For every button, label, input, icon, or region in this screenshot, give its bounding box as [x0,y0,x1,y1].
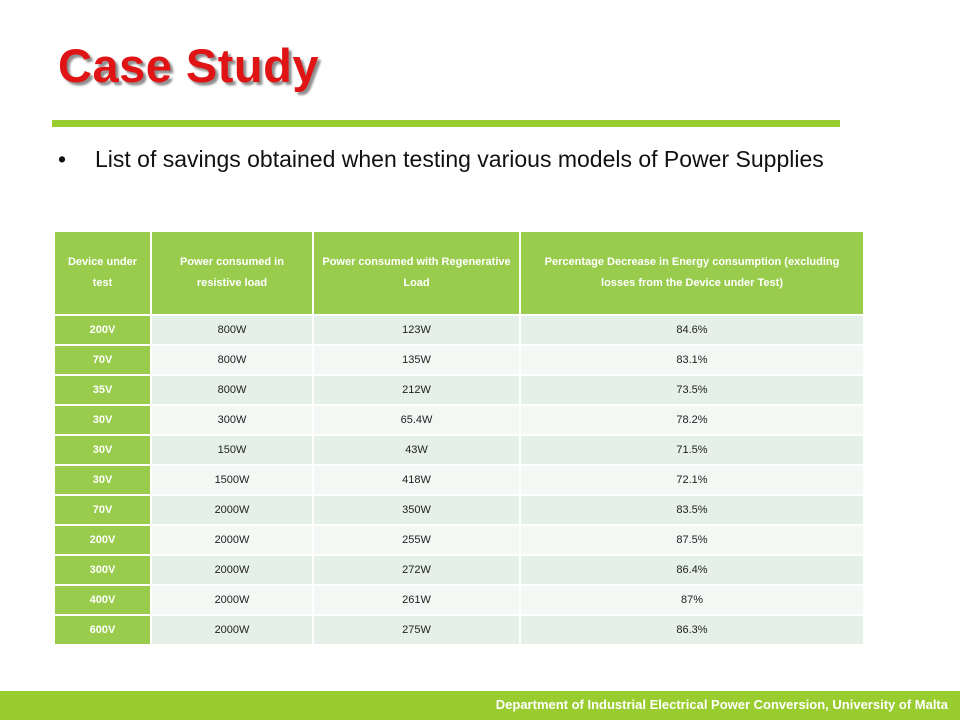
percentage-decrease-cell: 86.4% [520,554,863,585]
table-row: 400V 2000W 261W 87% [55,584,863,615]
table-body: 200V 800W 123W 84.6% 70V 800W 135W 83.1% 35V 800W… [55,314,863,644]
table-row: 600V 2000W 275W 86.3% [55,614,863,644]
device-cell: 30V [55,464,152,495]
bullet-icon: • [58,146,67,172]
header-percentage-decrease: Percentage Decrease in Energy consumptio… [520,232,863,315]
percentage-decrease-cell: 73.5% [520,374,863,405]
footer-text: Department of Industrial Electrical Powe… [495,697,948,712]
resistive-load-cell: 300W [151,404,314,435]
resistive-load-cell: 1500W [151,464,314,495]
resistive-load-cell: 2000W [151,524,314,555]
percentage-decrease-cell: 86.3% [520,614,863,644]
resistive-load-cell: 800W [151,314,314,345]
table-row: 30V 1500W 418W 72.1% [55,464,863,495]
header-device-under-test: Device under test [55,232,152,315]
resistive-load-cell: 800W [151,374,314,405]
regenerative-load-cell: 65.4W [313,404,521,435]
percentage-decrease-cell: 78.2% [520,404,863,435]
device-cell: 200V [55,524,152,555]
resistive-load-cell: 2000W [151,614,314,644]
percentage-decrease-cell: 84.6% [520,314,863,345]
percentage-decrease-cell: 87.5% [520,524,863,555]
resistive-load-cell: 150W [151,434,314,465]
table-row: 200V 2000W 255W 87.5% [55,524,863,555]
regenerative-load-cell: 123W [313,314,521,345]
regenerative-load-cell: 255W [313,524,521,555]
percentage-decrease-cell: 71.5% [520,434,863,465]
regenerative-load-cell: 350W [313,494,521,525]
device-cell: 35V [55,374,152,405]
percentage-decrease-cell: 72.1% [520,464,863,495]
percentage-decrease-cell: 83.5% [520,494,863,525]
percentage-decrease-cell: 83.1% [520,344,863,375]
regenerative-load-cell: 135W [313,344,521,375]
resistive-load-cell: 800W [151,344,314,375]
device-cell: 200V [55,314,152,345]
table-header-row: Device under test Power consumed in resi… [55,232,863,315]
table-row: 70V 2000W 350W 83.5% [55,494,863,525]
regenerative-load-cell: 43W [313,434,521,465]
table-row: 300V 2000W 272W 86.4% [55,554,863,585]
title-underline [52,120,840,127]
header-power-resistive-load: Power consumed in resistive load [151,232,314,315]
bullet-point: • List of savings obtained when testing … [58,144,848,175]
resistive-load-cell: 2000W [151,554,314,585]
device-cell: 70V [55,494,152,525]
table-row: 35V 800W 212W 73.5% [55,374,863,405]
regenerative-load-cell: 212W [313,374,521,405]
table-row: 30V 150W 43W 71.5% [55,434,863,465]
device-cell: 600V [55,614,152,644]
slide-title: Case Study [58,39,319,92]
device-cell: 300V [55,554,152,585]
regenerative-load-cell: 272W [313,554,521,585]
regenerative-load-cell: 275W [313,614,521,644]
device-cell: 400V [55,584,152,615]
resistive-load-cell: 2000W [151,494,314,525]
table-row: 200V 800W 123W 84.6% [55,314,863,345]
table-row: 30V 300W 65.4W 78.2% [55,404,863,435]
savings-table: Device under test Power consumed in resi… [55,232,863,644]
percentage-decrease-cell: 87% [520,584,863,615]
device-cell: 30V [55,404,152,435]
device-cell: 30V [55,434,152,465]
table-row: 70V 800W 135W 83.1% [55,344,863,375]
device-cell: 70V [55,344,152,375]
bullet-text: List of savings obtained when testing va… [95,146,824,172]
regenerative-load-cell: 418W [313,464,521,495]
regenerative-load-cell: 261W [313,584,521,615]
resistive-load-cell: 2000W [151,584,314,615]
header-power-regenerative-load: Power consumed with Regenerative Load [313,232,521,315]
footer-bar: Department of Industrial Electrical Powe… [0,691,960,720]
